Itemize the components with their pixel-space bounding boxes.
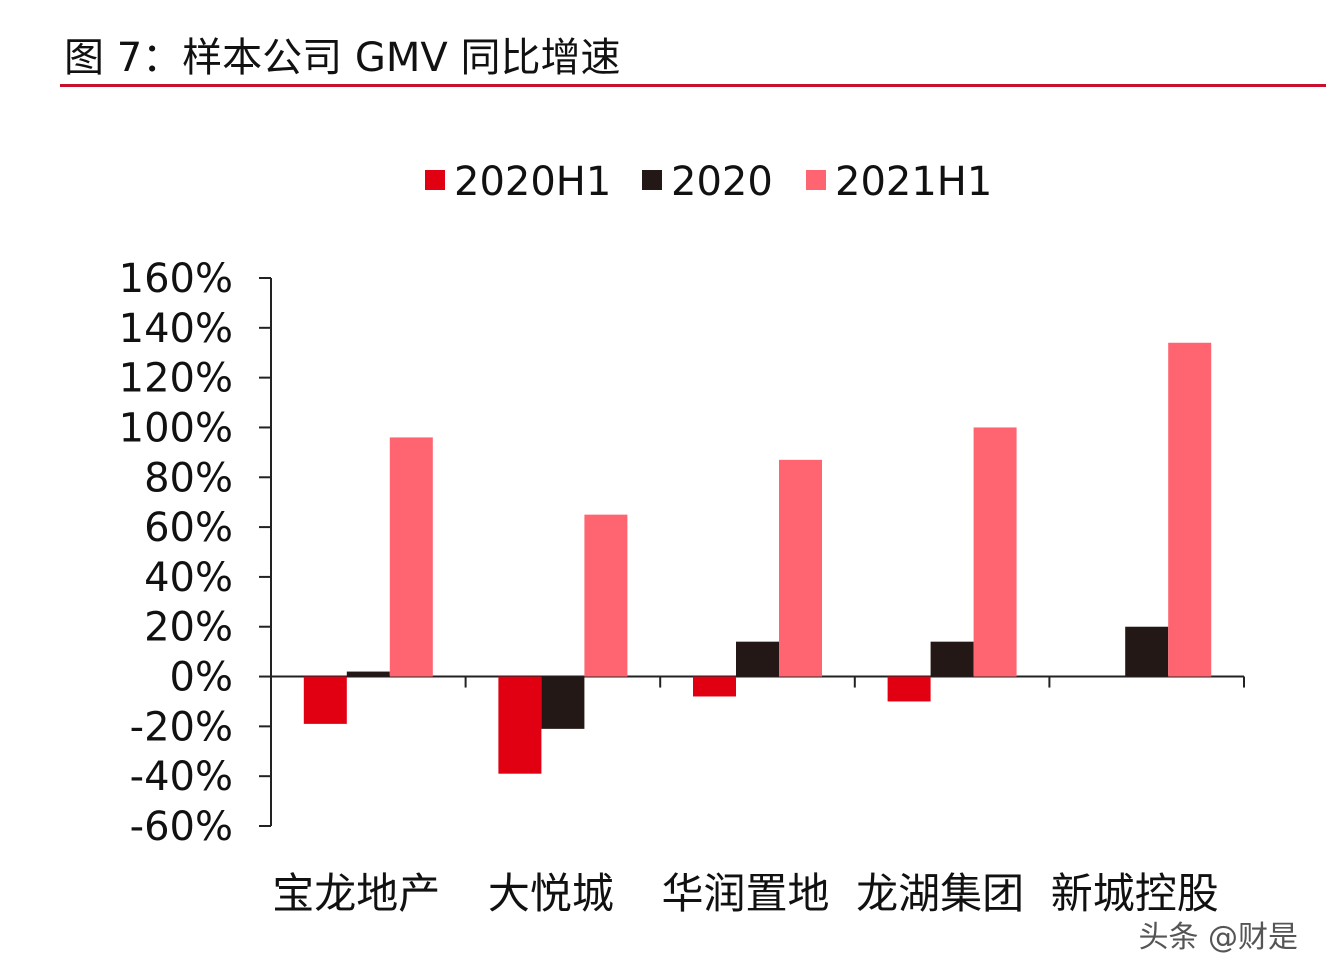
y-tick-label: 120% — [119, 356, 233, 402]
bar — [346, 671, 390, 677]
x-category-label: 龙湖集团 — [856, 869, 1024, 918]
y-tick-label: -60% — [130, 804, 233, 850]
legend-swatch — [642, 170, 662, 190]
bar — [1168, 342, 1212, 677]
bar — [693, 676, 736, 697]
y-tick-label: 60% — [144, 505, 233, 551]
y-tick-label: 160% — [119, 256, 233, 302]
legend-swatch — [806, 170, 826, 190]
y-tick-label: 0% — [170, 655, 233, 701]
y-tick-label: 100% — [119, 405, 233, 451]
bar — [887, 676, 931, 702]
bar — [389, 437, 433, 677]
bar — [498, 676, 542, 774]
x-category-label: 华润置地 — [661, 869, 829, 918]
bar — [973, 427, 1017, 677]
y-tick-label: 140% — [119, 306, 233, 352]
y-tick-label: -20% — [130, 704, 233, 750]
x-category-label: 宝龙地产 — [272, 869, 440, 918]
bar — [736, 641, 779, 677]
x-category-label: 大悦城 — [488, 869, 614, 918]
y-tick-label: 20% — [144, 605, 233, 651]
x-category-label: 新城控股 — [1051, 869, 1219, 918]
watermark: 头条 @财是 — [1138, 920, 1298, 955]
bar — [1125, 626, 1169, 677]
bar — [779, 459, 822, 677]
bar — [930, 641, 974, 677]
bar — [541, 676, 585, 729]
y-tick-label: 40% — [144, 555, 233, 601]
y-tick-label: -40% — [130, 754, 233, 800]
legend-label: 2020 — [671, 159, 773, 205]
bar — [303, 676, 347, 724]
y-tick-label: 80% — [144, 455, 233, 501]
title-rule — [60, 84, 1326, 87]
legend-label: 2021H1 — [835, 159, 992, 205]
legend-label: 2020H1 — [454, 159, 611, 205]
bar — [584, 514, 628, 677]
figure-title: 图 7：样本公司 GMV 同比增速 — [64, 35, 621, 81]
legend-swatch — [425, 170, 445, 190]
